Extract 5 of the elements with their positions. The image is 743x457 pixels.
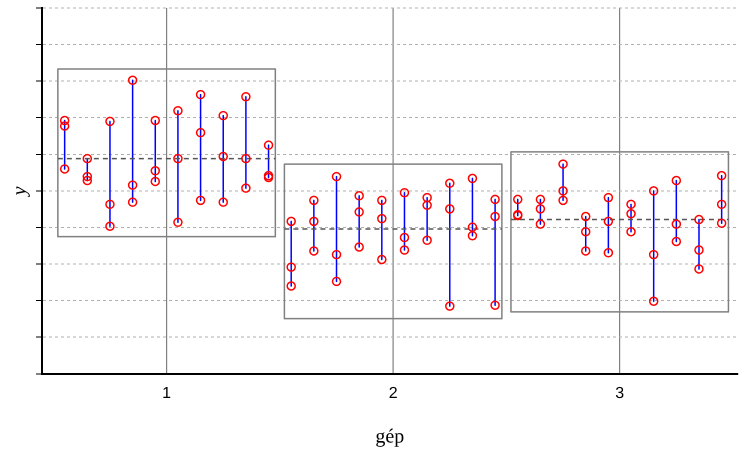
- x-tick-label: 3: [615, 384, 624, 402]
- x-tick-label: 1: [162, 384, 172, 402]
- x-axis-title: gép: [375, 425, 404, 448]
- x-tick-label: 2: [388, 384, 398, 402]
- y-axis-title: y: [8, 186, 30, 198]
